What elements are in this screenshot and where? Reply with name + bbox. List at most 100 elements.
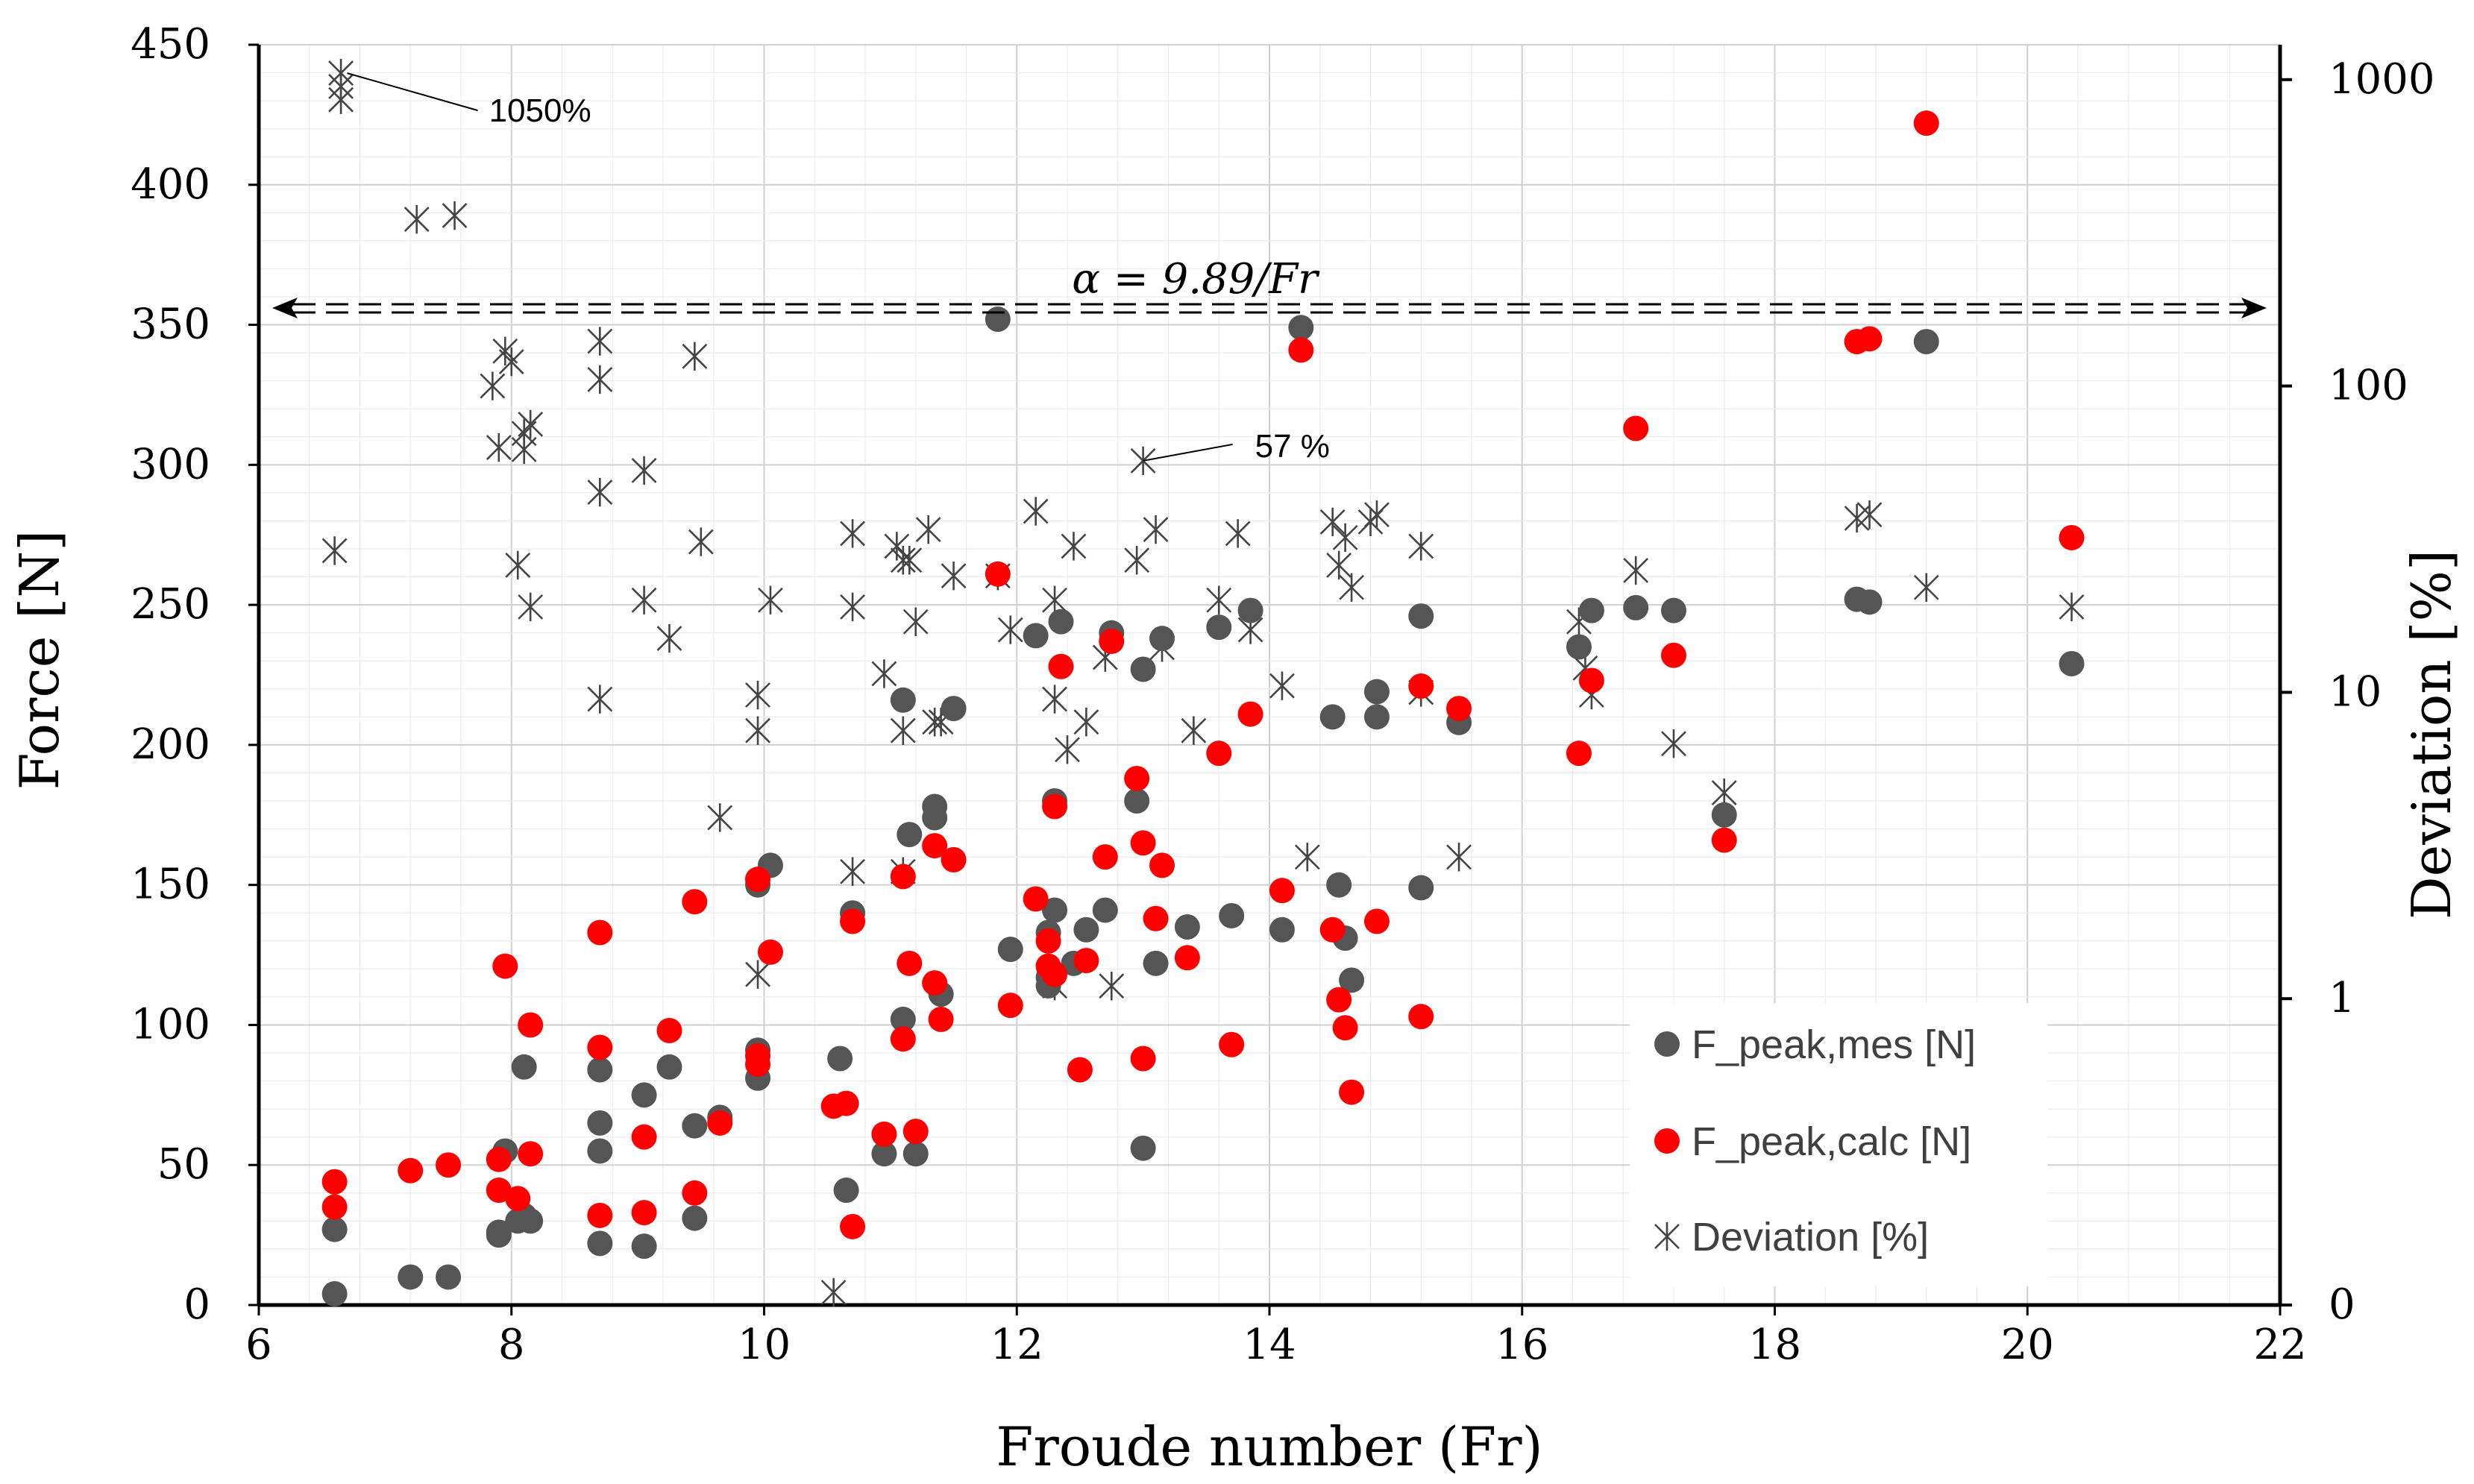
measured-point [1130, 1135, 1156, 1161]
deviation-point [486, 433, 512, 462]
measured-point [1124, 788, 1150, 814]
deviation-point [840, 592, 865, 622]
calculated-point [1219, 1031, 1245, 1057]
measured-point [1578, 597, 1604, 623]
calculated-point [1332, 1015, 1358, 1041]
deviation-point [1408, 532, 1434, 561]
calculated-point [682, 889, 708, 915]
calculated-point [840, 1213, 866, 1239]
y-tick-label: 350 [131, 301, 210, 349]
calculated-point [1856, 326, 1883, 352]
calculated-point [1206, 741, 1232, 767]
measured-point [1023, 623, 1049, 649]
annotation-1050-label: 1050% [489, 92, 591, 129]
deviation-point [1206, 585, 1232, 614]
deviation-point [897, 546, 923, 575]
y-tick-label: 400 [131, 160, 210, 209]
measured-point [941, 696, 967, 722]
calculated-point [890, 1026, 916, 1052]
x-tick-label: 14 [1243, 1321, 1296, 1369]
deviation-point [587, 477, 613, 507]
legend-label-calculated: F_peak,calc [N] [1692, 1119, 1971, 1164]
measured-point [1363, 704, 1390, 730]
deviation-point [1623, 556, 1649, 585]
deviation-point [492, 336, 518, 365]
calculated-point [486, 1146, 512, 1172]
calculated-point [1099, 628, 1125, 654]
measured-point [1711, 802, 1737, 828]
measured-point [631, 1082, 657, 1108]
calculated-point [1326, 987, 1352, 1013]
deviation-point [656, 623, 682, 653]
calculated-point [833, 1090, 859, 1116]
calculated-point [997, 993, 1023, 1019]
deviation-point [745, 716, 770, 745]
calculated-point [1578, 667, 1604, 694]
measured-point [682, 1113, 708, 1139]
y-tick-label: 450 [131, 20, 210, 69]
calculated-point [656, 1017, 682, 1043]
calculated-point [985, 561, 1011, 587]
measured-point [1408, 875, 1434, 901]
deviation-point [1055, 735, 1080, 764]
deviation-point [1326, 550, 1352, 580]
calculated-point [587, 1034, 613, 1060]
calculated-point [486, 1178, 512, 1204]
measured-point [902, 1141, 929, 1167]
y-tick-label: 0 [183, 1280, 210, 1329]
y-tick-label: 100 [131, 1000, 210, 1048]
deviation-point [1339, 573, 1365, 602]
deviation-point [890, 546, 916, 575]
calculated-point [1174, 945, 1200, 971]
deviation-point [1181, 716, 1207, 745]
deviation-point [840, 857, 865, 886]
deviation-point [915, 515, 941, 544]
y-tick-label: 150 [131, 861, 210, 909]
deviation-point [1099, 971, 1125, 1001]
deviation-point [941, 562, 967, 591]
measured-point [897, 822, 923, 848]
measured-point [1913, 329, 1939, 355]
alpha-formula: α = 9.89/Fr [1072, 255, 1320, 304]
calculated-point [1237, 701, 1263, 727]
deviation-point [328, 85, 354, 114]
calculated-point [321, 1169, 348, 1195]
deviation-point [890, 716, 916, 745]
calculated-point [518, 1012, 544, 1038]
calculated-point [436, 1152, 462, 1178]
measured-point [631, 1233, 657, 1260]
calculated-point [922, 833, 948, 859]
alpha-arrow-right [2241, 298, 2267, 319]
deviation-point [1042, 585, 1067, 614]
deviation-point [1332, 523, 1358, 553]
measured-point [1219, 902, 1245, 928]
deviation-point [871, 659, 897, 688]
deviation-point [1023, 497, 1049, 526]
measured-point [1363, 679, 1390, 705]
measured-point [833, 1178, 859, 1204]
deviation-point [1661, 729, 1686, 758]
deviation-point [518, 592, 544, 622]
measured-point [1149, 626, 1175, 652]
calculated-point [1130, 1046, 1156, 1072]
calculated-point [1623, 415, 1649, 441]
measured-point [1339, 967, 1365, 993]
deviation-point [745, 960, 770, 989]
deviation-point [1446, 843, 1472, 872]
legend-label-deviation: Deviation [%] [1692, 1215, 1929, 1260]
deviation-point [884, 532, 910, 561]
y-tick-label: 250 [131, 580, 210, 629]
measured-point [511, 1054, 537, 1080]
y2-tick-label: 100 [2329, 362, 2408, 410]
measured-point [1661, 597, 1686, 623]
calculated-point [707, 1110, 733, 1136]
deviation-point [505, 550, 531, 580]
legend: F_peak,mes [N] F_peak,calc [N] Deviation… [1630, 1003, 2047, 1286]
measured-point [321, 1280, 348, 1307]
measured-point [1174, 914, 1200, 940]
legend-star [1654, 1222, 1680, 1251]
calculated-point [1130, 830, 1156, 856]
measured-point [1566, 634, 1592, 660]
deviation-point [404, 204, 430, 234]
